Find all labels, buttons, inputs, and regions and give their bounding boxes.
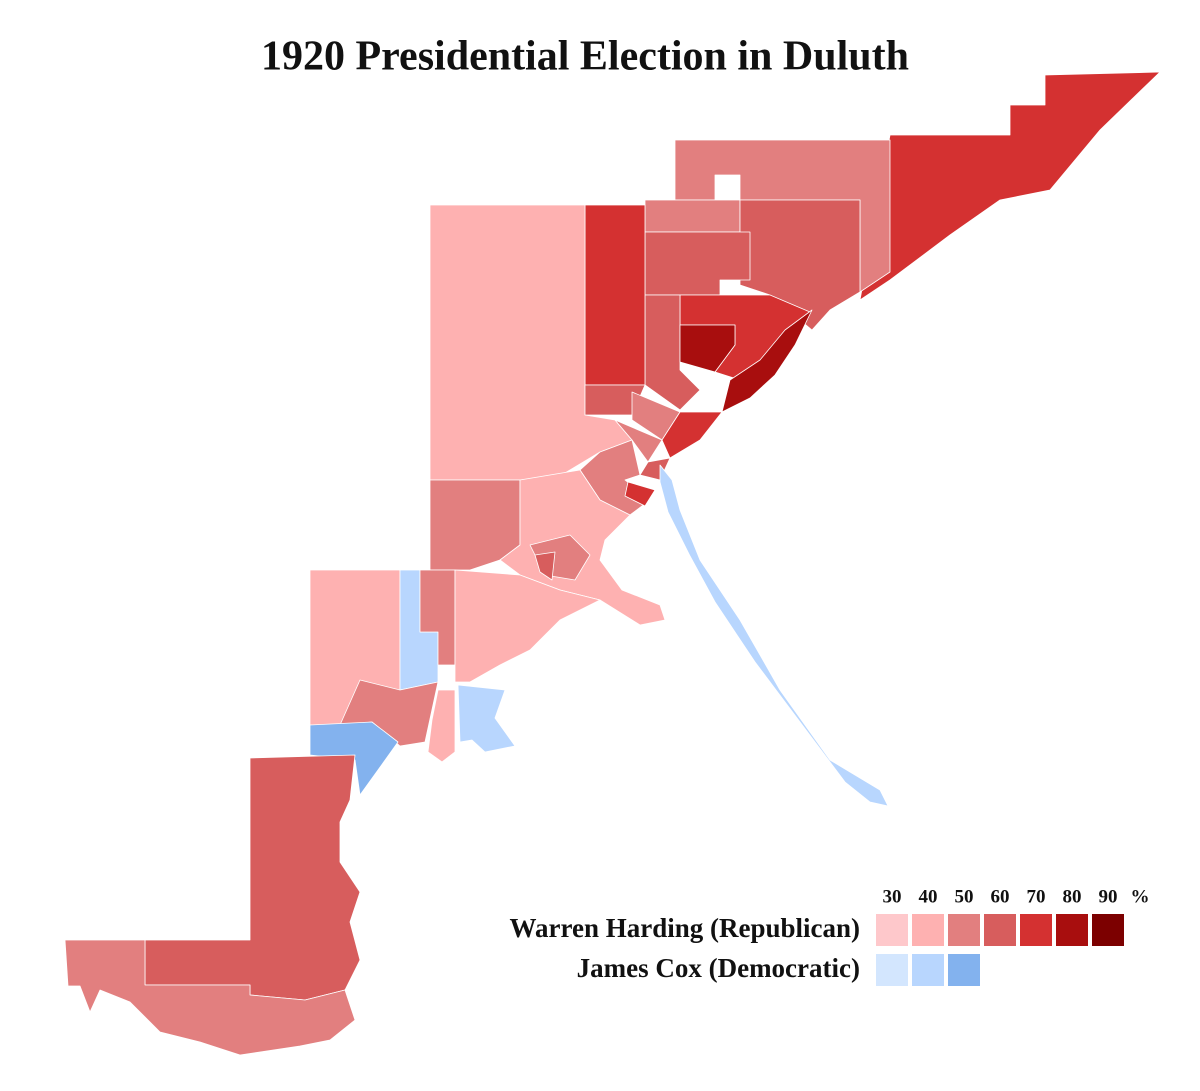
precinct: [454, 569, 601, 683]
legend-tick: 90: [1099, 886, 1118, 907]
precinct: [661, 411, 723, 459]
precinct: [457, 684, 516, 753]
legend-label: James Cox (Democratic): [577, 953, 860, 983]
precinct: [584, 204, 646, 386]
legend-tick: 70: [1027, 886, 1046, 907]
precinct: [144, 754, 361, 1001]
precinct: [64, 939, 356, 1056]
legend-swatch: [876, 914, 908, 946]
legend-swatch: [1020, 914, 1052, 946]
legend-swatch: [876, 954, 908, 986]
legend-tick: 40: [919, 886, 938, 907]
map-title: 1920 Presidential Election in Duluth: [261, 34, 909, 80]
legend-tick: 60: [991, 886, 1010, 907]
precinct: [644, 199, 741, 233]
legend-label: Warren Harding (Republican): [509, 913, 860, 943]
precinct: [739, 199, 861, 331]
legend: 30 40 50 60 70 80 90 % Warren Harding (Republica…: [509, 886, 1150, 986]
legend-swatch: [948, 954, 980, 986]
precinct: [679, 324, 736, 373]
legend-swatch: [1056, 914, 1088, 946]
legend-swatch: [948, 914, 980, 946]
legend-tick: 80: [1063, 886, 1082, 907]
legend-swatch: [912, 954, 944, 986]
legend-tick: 50: [955, 886, 974, 907]
precinct: [624, 481, 656, 507]
precinct: [427, 689, 456, 763]
legend-swatch: [984, 914, 1016, 946]
legend-swatch: [912, 914, 944, 946]
precinct: [534, 551, 556, 581]
precinct: [859, 71, 1161, 301]
legend-swatch: [1092, 914, 1124, 946]
legend-tick: 30: [883, 886, 902, 907]
precinct: [659, 464, 889, 807]
precinct: [644, 231, 751, 296]
precincts: [64, 71, 1161, 1056]
legend-unit: %: [1131, 886, 1150, 907]
